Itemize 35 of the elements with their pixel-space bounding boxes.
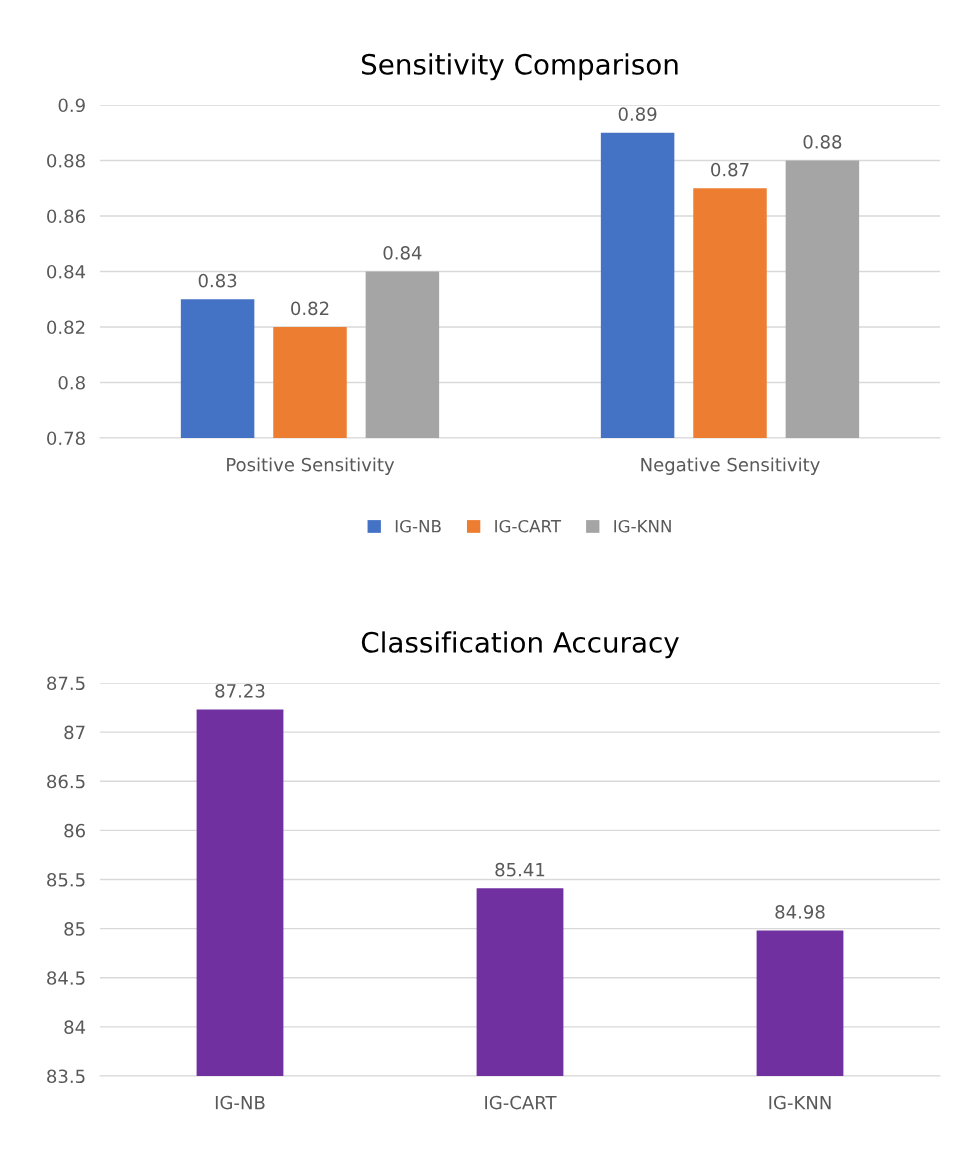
data-label: 84.98 [775, 905, 825, 919]
y-tick-label: 83.5 [47, 1069, 85, 1084]
y-tick-label: 0.78 [47, 431, 85, 446]
legend-label: IG-CART [495, 519, 562, 533]
x-tick-label: Positive Sensitivity [227, 457, 395, 475]
data-label: 0.83 [198, 273, 237, 288]
chart-title: Sensitivity Comparison [361, 53, 678, 81]
data-label: 0.82 [291, 301, 329, 316]
y-tick-label: 85 [64, 922, 85, 936]
x-tick-label: IG-NB [215, 1095, 265, 1110]
y-tick-label: 0.86 [47, 209, 85, 224]
y-tick-label: 0.9 [58, 98, 85, 113]
data-label: 87.23 [215, 684, 265, 698]
legend-label: IG-NB [395, 519, 441, 533]
y-tick-label: 0.82 [47, 320, 85, 335]
data-label: 0.89 [618, 107, 657, 121]
y-tick-label: 87.5 [47, 676, 85, 691]
y-tick-label: 84 [64, 1020, 86, 1034]
y-tick-label: 86 [64, 823, 85, 838]
x-tick-label: IG-KNN [769, 1095, 831, 1110]
x-tick-label: Negative Sensitivity [641, 457, 820, 475]
y-tick-label: 84.5 [47, 971, 85, 985]
y-tick-label: 86.5 [47, 774, 85, 789]
chart-title: Classification Accuracy [361, 631, 679, 659]
data-label: 0.84 [383, 246, 422, 260]
y-tick-label: 0.84 [47, 264, 86, 279]
legend-label: IG-KNN [614, 519, 671, 533]
x-tick-label: IG-CART [485, 1095, 557, 1110]
y-tick-label: 0.88 [47, 153, 85, 168]
data-label: 0.88 [803, 135, 842, 149]
data-label: 0.87 [711, 162, 749, 177]
y-tick-label: 87 [64, 725, 85, 740]
data-label: 85.41 [495, 862, 545, 877]
y-tick-label: 0.8 [58, 375, 85, 390]
y-tick-label: 85.5 [47, 872, 85, 887]
